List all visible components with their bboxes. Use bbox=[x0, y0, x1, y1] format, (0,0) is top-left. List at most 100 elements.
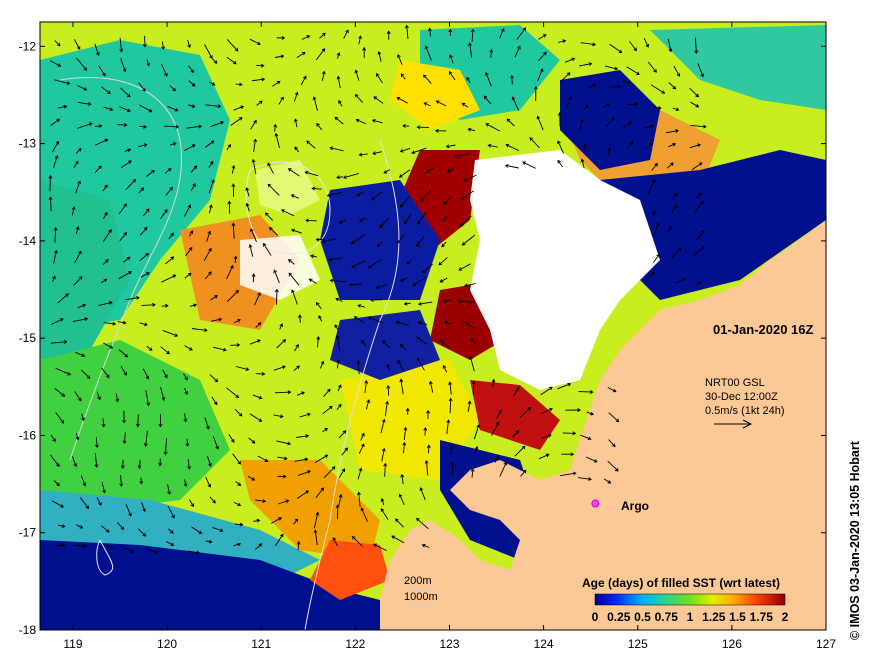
current-vector-head bbox=[336, 75, 341, 80]
current-vector bbox=[491, 421, 500, 436]
current-vector bbox=[332, 537, 338, 547]
current-vector-head bbox=[81, 417, 85, 422]
current-vector bbox=[233, 543, 241, 547]
current-vector-head bbox=[310, 254, 315, 259]
current-vector bbox=[165, 541, 174, 546]
current-vector-head bbox=[183, 418, 188, 423]
current-vector bbox=[386, 364, 391, 371]
current-vector bbox=[327, 191, 342, 197]
current-vector-head bbox=[231, 222, 236, 227]
current-vector bbox=[125, 297, 140, 301]
current-vector bbox=[293, 365, 300, 371]
current-vector bbox=[583, 105, 588, 111]
current-vector bbox=[288, 168, 300, 177]
colorbar-tick-label: 0.25 bbox=[607, 610, 631, 624]
isobath-ring bbox=[245, 161, 331, 255]
current-vector-head bbox=[397, 359, 401, 364]
current-vector bbox=[205, 540, 212, 543]
current-vector bbox=[336, 176, 344, 178]
current-vector-head bbox=[170, 232, 174, 237]
current-vector bbox=[538, 51, 547, 62]
current-vector bbox=[651, 211, 656, 218]
current-vector bbox=[257, 455, 268, 462]
current-vector-head bbox=[143, 124, 147, 129]
current-vector-head bbox=[305, 434, 310, 439]
current-vector bbox=[313, 512, 319, 529]
current-vector bbox=[499, 28, 505, 39]
lon-tick-label: 127 bbox=[816, 637, 836, 651]
current-vector-head bbox=[59, 318, 64, 322]
current-vector bbox=[277, 456, 287, 460]
current-vector-head bbox=[338, 493, 343, 498]
current-vector-head bbox=[371, 118, 376, 123]
current-vector-head bbox=[78, 397, 82, 402]
current-vector bbox=[137, 528, 146, 537]
current-vector bbox=[425, 46, 432, 61]
current-vector bbox=[426, 167, 434, 173]
current-vector-head bbox=[267, 162, 271, 167]
current-vector bbox=[694, 201, 704, 213]
current-vector bbox=[424, 427, 426, 436]
current-vector-head bbox=[189, 347, 193, 351]
current-vector-head bbox=[301, 52, 306, 56]
current-vector-head bbox=[189, 230, 194, 235]
current-vector-head bbox=[421, 269, 426, 274]
current-vector bbox=[271, 517, 282, 524]
current-vector-head bbox=[548, 386, 553, 391]
current-vector bbox=[234, 408, 243, 417]
current-vector-head bbox=[119, 483, 124, 487]
current-vector bbox=[186, 438, 189, 447]
current-vector-head bbox=[85, 505, 90, 510]
current-vector-head bbox=[566, 72, 571, 76]
current-vector bbox=[537, 68, 544, 82]
current-vector bbox=[321, 71, 325, 81]
current-vector-head bbox=[428, 380, 433, 385]
current-vector-head bbox=[589, 390, 594, 394]
current-vector-head bbox=[421, 543, 426, 548]
current-vector bbox=[53, 250, 57, 264]
current-vector bbox=[138, 104, 153, 113]
current-vector bbox=[207, 456, 212, 467]
lat-tick-label: -17 bbox=[19, 526, 37, 540]
current-vector bbox=[274, 124, 276, 132]
current-vector-head bbox=[163, 451, 168, 456]
current-vector bbox=[644, 125, 654, 129]
current-vector bbox=[146, 345, 153, 351]
current-vector bbox=[622, 80, 631, 84]
isobath-200m bbox=[304, 139, 400, 630]
current-vector bbox=[396, 234, 405, 244]
current-vector-head bbox=[580, 118, 584, 123]
current-vector bbox=[469, 43, 473, 58]
current-vector bbox=[75, 351, 85, 357]
current-vector bbox=[578, 391, 593, 393]
current-vector-head bbox=[127, 108, 131, 113]
current-vector bbox=[49, 60, 61, 67]
current-vector-head bbox=[356, 192, 361, 197]
current-vector bbox=[269, 227, 279, 236]
current-vector bbox=[186, 125, 202, 129]
current-vector bbox=[165, 256, 174, 265]
current-vector bbox=[119, 106, 131, 112]
current-vector-head bbox=[485, 71, 489, 76]
current-vector bbox=[653, 106, 661, 109]
current-vector bbox=[51, 500, 64, 508]
current-vector-head bbox=[355, 118, 360, 123]
current-vector-head bbox=[256, 518, 261, 523]
current-vector bbox=[463, 174, 477, 182]
current-vector-head bbox=[260, 63, 265, 68]
current-vector-head bbox=[568, 96, 572, 100]
current-vector bbox=[54, 40, 61, 47]
current-vector bbox=[189, 304, 197, 307]
current-vector-head bbox=[695, 93, 700, 98]
current-vector bbox=[115, 393, 119, 402]
current-vector-head bbox=[261, 77, 266, 82]
current-vector-head bbox=[470, 337, 475, 342]
current-vector-head bbox=[198, 530, 203, 534]
current-vector bbox=[416, 357, 425, 371]
current-vector-head bbox=[294, 518, 299, 523]
current-vector bbox=[690, 101, 699, 108]
current-vector bbox=[675, 277, 686, 284]
current-vector-head bbox=[123, 371, 127, 376]
current-vector-head bbox=[262, 499, 267, 503]
current-vector-head bbox=[280, 533, 284, 538]
